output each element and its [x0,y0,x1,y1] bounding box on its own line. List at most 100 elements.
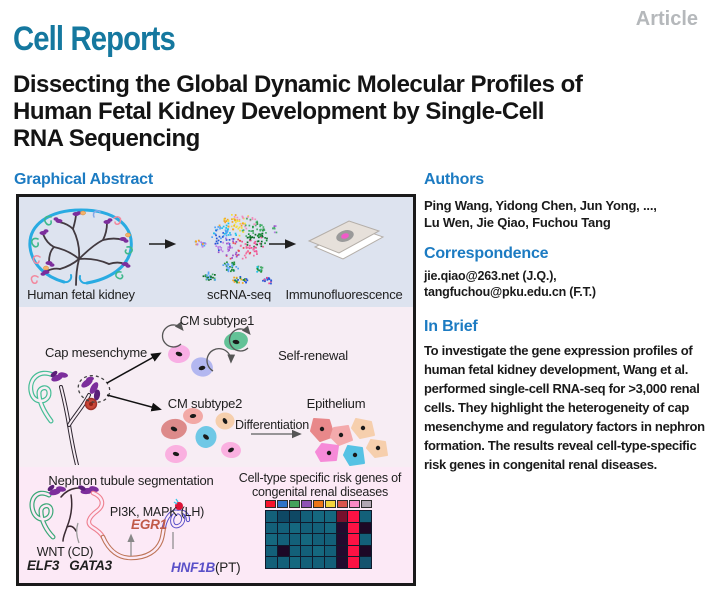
cap-mesenchyme-cells [47,484,99,496]
microscope-slide-icon [307,220,385,260]
arrow-right-icon [269,239,297,249]
gata3-pointer-line [76,522,80,544]
authors-line-1: Ping Wang, Yidong Chen, Jun Yong, ..., [424,198,657,213]
self-renewal-loops [161,321,251,372]
nephron-panel: Nephron tubule segmentation PI3K, MAPK (… [19,467,413,583]
heatmap-cell [301,534,313,545]
differentiation-label: Differentiation [235,418,309,432]
heatmap-cell [301,557,313,568]
epithelium-cells [310,418,388,466]
cm-subtype1-label: CM subtype1 [179,313,255,328]
paper-title: Dissecting the Global Dynamic Molecular … [13,71,693,152]
heatmap-header-cell [349,500,360,508]
heatmap-cell [336,545,348,556]
correspondence-email-1[interactable]: jie.qiao@263.net (J.Q.), [424,269,557,283]
epithelium-label: Epithelium [306,396,366,411]
immunofluorescence-label: Immunofluorescence [285,287,403,302]
title-line-3: RNA Sequencing [13,125,200,152]
nephron-segmentation-title: Nephron tubule segmentation [48,473,214,488]
arrow-to-subtype2 [106,394,162,412]
heatmap-header-cell [337,500,348,508]
cap-mesenchyme-cells [50,370,101,401]
cap-mesenchyme-illustration [28,370,111,465]
heatmap-cell [313,545,324,556]
heatmap-cell [266,557,277,568]
ureteric-duct [59,385,91,465]
heatmap-cell [348,511,360,522]
heatmap-title-line-2: congenital renal diseases [251,484,389,499]
correspondence-emails: jie.qiao@263.net (J.Q.), tangfuchou@pku.… [424,269,710,300]
s-shaped-body [29,490,56,540]
heatmap-cell [277,511,289,522]
heatmap-cell [348,557,360,568]
tsne-scatter-plot [194,214,278,285]
elf3-gene-label: ELF3 [27,558,60,573]
correspondence-heading: Correspondence [424,245,549,262]
dashed-selection-circle [77,375,111,403]
cap-mesenchyme-label: Cap mesenchyme [45,345,147,360]
heatmap-cell [360,511,371,522]
cm-subtypes-illustration [106,321,388,466]
authors-line-2: Lu Wen, Jie Qiao, Fuchou Tang [424,215,611,230]
elf3-gata3-labels: ELF3 GATA3 [27,558,112,573]
heatmap-cell [336,534,348,545]
heatmap-cell [324,557,336,568]
heatmap-cell [348,522,360,533]
wnt-cd-label: WNT (CD) [36,545,94,559]
nephron-tubule-illustration [29,484,191,561]
heatmap-cell [360,557,371,568]
heatmap-cell [348,534,360,545]
tubule-proximal-coil [161,509,191,530]
correspondence-email-2[interactable]: tangfuchou@pku.edu.cn (F.T.) [424,284,596,299]
heatmap-cell [289,534,301,545]
arrow-to-subtype1 [106,352,162,384]
tubule-red-segment [86,490,106,540]
heatmap-cell [266,534,277,545]
heatmap-cell [324,522,336,533]
nephron-tips [30,210,133,284]
heatmap-grid [265,510,372,569]
heatmap-header-cell [265,500,276,508]
heatmap-cell [313,522,324,533]
authors-heading: Authors [424,171,484,188]
self-renewal-label: Self-renewal [278,348,348,363]
heatmap-cell [289,545,301,556]
heatmap-cell [348,545,360,556]
pipeline-panel: Human fetal kidney scRNA-seq Immunofluor… [19,197,413,307]
heatmap-cell [266,522,277,533]
heatmap-header-cell [325,500,336,508]
heatmap-cell [277,557,289,568]
heatmap-cell [360,534,371,545]
heatmap-cell [266,511,277,522]
egr1-gene-label: EGR1 [131,517,167,532]
heatmap-cell [277,534,289,545]
pi3k-mapk-label: PI3K, MAPK (LH) [109,505,205,519]
heatmap-header-cell [301,500,312,508]
heatmap-cell [313,557,324,568]
title-line-1: Dissecting the Global Dynamic Molecular … [13,71,583,98]
heatmap-cell [313,534,324,545]
hnf1b-gene-label: HNF1B [171,560,216,575]
heatmap-cell [289,511,301,522]
heatmap-celltype-header [265,500,372,508]
hnf1b-segment-label: (PT) [215,560,241,575]
cap-mesenchyme-panel: Cap mesenchyme CM subtype1 Self-renewal … [19,307,413,467]
in-brief-heading: In Brief [424,318,478,335]
heatmap-title: Cell-type specific risk genes of congeni… [235,471,405,499]
heatmap-header-cell [313,500,324,508]
article-type-badge: Article [635,8,698,30]
heatmap-cell [336,557,348,568]
heatmap-cell [301,522,313,533]
heatmap-cell [360,522,371,533]
heatmap-header-cell [289,500,300,508]
graphical-abstract-box: Human fetal kidney scRNA-seq Immunofluor… [16,194,416,586]
heatmap-cell [266,545,277,556]
heatmap-cell [289,522,301,533]
heatmap-cell [301,511,313,522]
risk-genes-heatmap [265,500,372,569]
kidney-label: Human fetal kidney [27,287,135,302]
cm-subtype2-label: CM subtype2 [167,396,243,411]
scrna-seq-label: scRNA-seq [207,287,271,302]
heatmap-cell [324,545,336,556]
